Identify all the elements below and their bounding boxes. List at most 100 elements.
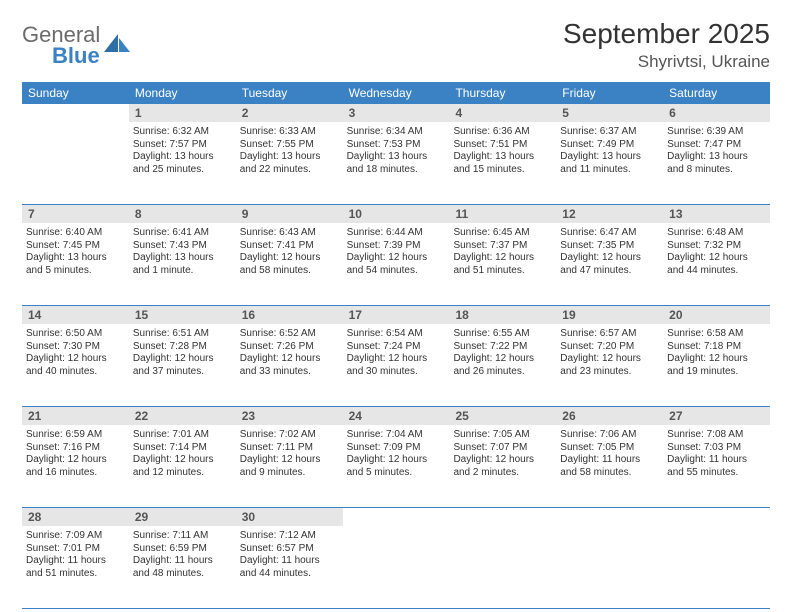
daylight-text: Daylight: 13 hours and 15 minutes. (453, 151, 552, 176)
day-cell: Sunrise: 7:05 AMSunset: 7:07 PMDaylight:… (449, 425, 556, 507)
sunrise-text: Sunrise: 7:02 AM (240, 429, 339, 442)
day-info: Sunrise: 6:52 AMSunset: 7:26 PMDaylight:… (240, 326, 339, 378)
daylight-text: Daylight: 13 hours and 25 minutes. (133, 151, 232, 176)
day-number-row: 282930 (22, 508, 770, 526)
sunset-text: Sunset: 7:30 PM (26, 341, 125, 354)
sunset-text: Sunset: 7:37 PM (453, 240, 552, 253)
daylight-text: Daylight: 12 hours and 9 minutes. (240, 454, 339, 479)
day-info: Sunrise: 6:37 AMSunset: 7:49 PMDaylight:… (560, 124, 659, 176)
sunrise-text: Sunrise: 7:08 AM (667, 429, 766, 442)
day-number: 17 (343, 306, 450, 324)
day-cell (663, 526, 770, 608)
day-info: Sunrise: 6:33 AMSunset: 7:55 PMDaylight:… (240, 124, 339, 176)
sunrise-text: Sunrise: 7:05 AM (453, 429, 552, 442)
daylight-text: Daylight: 12 hours and 19 minutes. (667, 353, 766, 378)
day-info: Sunrise: 6:54 AMSunset: 7:24 PMDaylight:… (347, 326, 446, 378)
day-number: 30 (236, 508, 343, 526)
sunset-text: Sunset: 6:57 PM (240, 543, 339, 556)
daylight-text: Daylight: 13 hours and 22 minutes. (240, 151, 339, 176)
sunrise-text: Sunrise: 6:51 AM (133, 328, 232, 341)
day-number-row: 78910111213 (22, 205, 770, 223)
dow-label: Saturday (663, 82, 770, 104)
day-number: 26 (556, 407, 663, 425)
daylight-text: Daylight: 12 hours and 23 minutes. (560, 353, 659, 378)
sunset-text: Sunset: 7:28 PM (133, 341, 232, 354)
sunrise-text: Sunrise: 6:57 AM (560, 328, 659, 341)
sunrise-text: Sunrise: 6:59 AM (26, 429, 125, 442)
day-number: 29 (129, 508, 236, 526)
dow-label: Friday (556, 82, 663, 104)
daylight-text: Daylight: 12 hours and 44 minutes. (667, 252, 766, 277)
day-info: Sunrise: 6:47 AMSunset: 7:35 PMDaylight:… (560, 225, 659, 277)
day-info: Sunrise: 6:59 AMSunset: 7:16 PMDaylight:… (26, 427, 125, 479)
day-cell: Sunrise: 7:06 AMSunset: 7:05 PMDaylight:… (556, 425, 663, 507)
sunset-text: Sunset: 7:45 PM (26, 240, 125, 253)
dow-label: Monday (129, 82, 236, 104)
day-cell: Sunrise: 6:36 AMSunset: 7:51 PMDaylight:… (449, 122, 556, 204)
location: Shyrivtsi, Ukraine (563, 52, 770, 72)
day-number (22, 104, 129, 122)
daylight-text: Daylight: 13 hours and 18 minutes. (347, 151, 446, 176)
daylight-text: Daylight: 11 hours and 48 minutes. (133, 555, 232, 580)
sunrise-text: Sunrise: 6:43 AM (240, 227, 339, 240)
day-number: 18 (449, 306, 556, 324)
daylight-text: Daylight: 11 hours and 58 minutes. (560, 454, 659, 479)
day-cell: Sunrise: 6:34 AMSunset: 7:53 PMDaylight:… (343, 122, 450, 204)
sunset-text: Sunset: 7:03 PM (667, 442, 766, 455)
daylight-text: Daylight: 12 hours and 16 minutes. (26, 454, 125, 479)
daylight-text: Daylight: 12 hours and 47 minutes. (560, 252, 659, 277)
day-number: 28 (22, 508, 129, 526)
daylight-text: Daylight: 13 hours and 11 minutes. (560, 151, 659, 176)
day-number: 27 (663, 407, 770, 425)
day-info: Sunrise: 6:44 AMSunset: 7:39 PMDaylight:… (347, 225, 446, 277)
daylight-text: Daylight: 12 hours and 26 minutes. (453, 353, 552, 378)
day-cell: Sunrise: 6:57 AMSunset: 7:20 PMDaylight:… (556, 324, 663, 406)
day-info: Sunrise: 7:02 AMSunset: 7:11 PMDaylight:… (240, 427, 339, 479)
sunset-text: Sunset: 7:49 PM (560, 139, 659, 152)
sunset-text: Sunset: 7:22 PM (453, 341, 552, 354)
header: General Blue September 2025 Shyrivtsi, U… (22, 18, 770, 72)
day-number: 10 (343, 205, 450, 223)
day-number: 13 (663, 205, 770, 223)
day-cell: Sunrise: 6:32 AMSunset: 7:57 PMDaylight:… (129, 122, 236, 204)
day-info: Sunrise: 6:55 AMSunset: 7:22 PMDaylight:… (453, 326, 552, 378)
day-number (449, 508, 556, 526)
sunset-text: Sunset: 7:05 PM (560, 442, 659, 455)
day-number: 25 (449, 407, 556, 425)
daylight-text: Daylight: 11 hours and 44 minutes. (240, 555, 339, 580)
sunrise-text: Sunrise: 6:36 AM (453, 126, 552, 139)
dow-label: Sunday (22, 82, 129, 104)
day-info: Sunrise: 7:04 AMSunset: 7:09 PMDaylight:… (347, 427, 446, 479)
sunset-text: Sunset: 7:16 PM (26, 442, 125, 455)
day-info: Sunrise: 6:51 AMSunset: 7:28 PMDaylight:… (133, 326, 232, 378)
week-row: Sunrise: 7:09 AMSunset: 7:01 PMDaylight:… (22, 526, 770, 609)
daylight-text: Daylight: 12 hours and 30 minutes. (347, 353, 446, 378)
sunset-text: Sunset: 6:59 PM (133, 543, 232, 556)
daylight-text: Daylight: 12 hours and 5 minutes. (347, 454, 446, 479)
sunrise-text: Sunrise: 6:44 AM (347, 227, 446, 240)
day-info: Sunrise: 6:36 AMSunset: 7:51 PMDaylight:… (453, 124, 552, 176)
day-cell: Sunrise: 6:58 AMSunset: 7:18 PMDaylight:… (663, 324, 770, 406)
day-info: Sunrise: 7:09 AMSunset: 7:01 PMDaylight:… (26, 528, 125, 580)
sunrise-text: Sunrise: 6:33 AM (240, 126, 339, 139)
sunset-text: Sunset: 7:53 PM (347, 139, 446, 152)
day-number: 3 (343, 104, 450, 122)
day-cell: Sunrise: 7:08 AMSunset: 7:03 PMDaylight:… (663, 425, 770, 507)
day-number-row: 123456 (22, 104, 770, 122)
sunrise-text: Sunrise: 7:11 AM (133, 530, 232, 543)
day-cell (22, 122, 129, 204)
daylight-text: Daylight: 12 hours and 51 minutes. (453, 252, 552, 277)
sunrise-text: Sunrise: 7:06 AM (560, 429, 659, 442)
day-cell (556, 526, 663, 608)
sunrise-text: Sunrise: 7:09 AM (26, 530, 125, 543)
sunrise-text: Sunrise: 6:39 AM (667, 126, 766, 139)
day-of-week-header: SundayMondayTuesdayWednesdayThursdayFrid… (22, 82, 770, 104)
day-info: Sunrise: 6:50 AMSunset: 7:30 PMDaylight:… (26, 326, 125, 378)
logo-sail-icon (104, 34, 130, 52)
day-cell: Sunrise: 6:52 AMSunset: 7:26 PMDaylight:… (236, 324, 343, 406)
day-number: 7 (22, 205, 129, 223)
week-row: Sunrise: 6:59 AMSunset: 7:16 PMDaylight:… (22, 425, 770, 508)
day-number (663, 508, 770, 526)
sunrise-text: Sunrise: 6:55 AM (453, 328, 552, 341)
sunrise-text: Sunrise: 6:50 AM (26, 328, 125, 341)
